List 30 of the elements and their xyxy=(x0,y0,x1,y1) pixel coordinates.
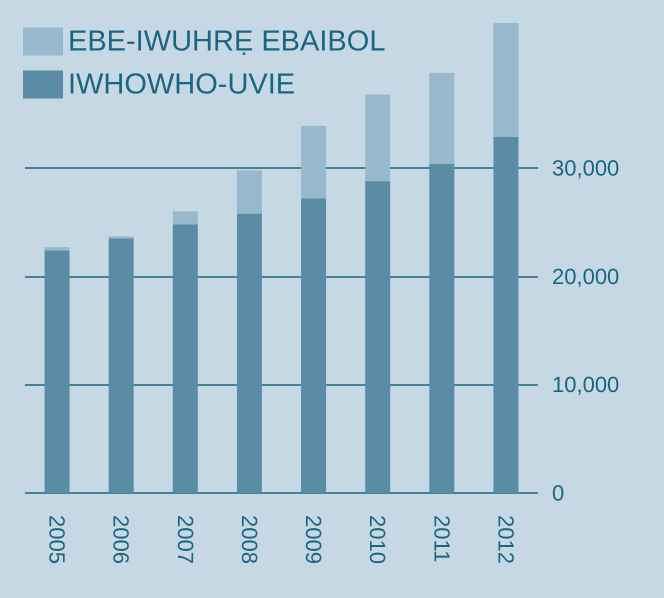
y-tick-label: 0 xyxy=(552,480,564,506)
bar xyxy=(365,94,390,182)
bar xyxy=(236,214,262,493)
bar xyxy=(108,236,134,239)
x-tick-label: 2008 xyxy=(236,515,262,564)
y-tick-label: 10,000 xyxy=(552,372,620,398)
bar xyxy=(108,238,134,493)
y-tick-label: 30,000 xyxy=(552,156,620,181)
legend-label: EBE-IWUHRẸ EBAIBOL xyxy=(68,26,386,58)
bar xyxy=(44,250,70,493)
bar xyxy=(172,211,198,224)
bar xyxy=(236,170,262,214)
x-tick-label: 2010 xyxy=(365,515,390,564)
bar xyxy=(493,23,518,137)
legend-label: IWHOWHO-UVIE xyxy=(68,68,296,100)
y-tick-label: 20,000 xyxy=(552,264,620,289)
bar xyxy=(301,126,326,198)
bar xyxy=(493,136,518,493)
x-tick-label: 2005 xyxy=(44,515,70,564)
bar xyxy=(44,247,70,250)
x-tick-label: 2012 xyxy=(493,515,518,564)
bar xyxy=(365,181,390,493)
bar xyxy=(172,224,198,493)
x-tick-label: 2011 xyxy=(429,515,454,562)
bar xyxy=(429,164,454,493)
x-tick-label: 2009 xyxy=(301,515,326,564)
x-tick-label: 2007 xyxy=(172,515,198,564)
bar xyxy=(301,198,326,493)
bar xyxy=(429,72,454,164)
x-tick-label: 2006 xyxy=(108,515,134,564)
